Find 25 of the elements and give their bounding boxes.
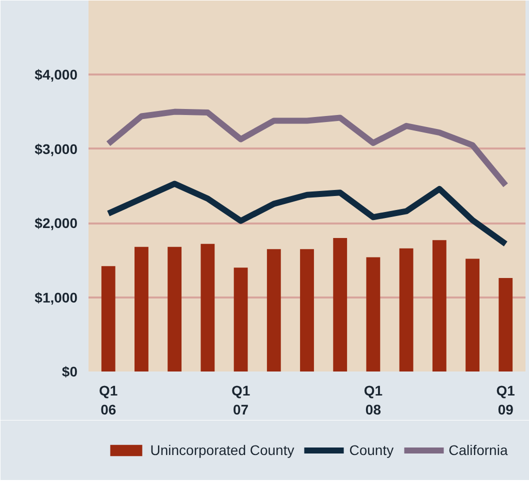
- bar: [101, 266, 116, 372]
- y-tick-label: $3,000: [34, 140, 78, 157]
- bar: [266, 249, 281, 372]
- x-tick-label: Q1 09: [496, 382, 516, 418]
- x-tick-label: Q1 07: [231, 382, 250, 418]
- y-tick-label: $2,000: [34, 215, 78, 232]
- legend-label: California: [448, 442, 508, 458]
- bar: [300, 249, 314, 372]
- bar: [134, 246, 148, 372]
- legend-label: Unincorporated County: [150, 442, 294, 458]
- x-tick-label: Q1 08: [364, 382, 383, 418]
- bar: [366, 257, 380, 372]
- bar: [466, 258, 480, 372]
- bar: [399, 248, 414, 372]
- bar: [168, 246, 182, 372]
- y-tick-label: $1,000: [34, 289, 78, 306]
- y-tick-label: $4,000: [34, 66, 78, 83]
- bar: [498, 278, 513, 372]
- bar: [432, 240, 446, 372]
- y-tick-label: $0: [62, 364, 78, 380]
- bar: [200, 244, 215, 372]
- bar: [234, 268, 248, 372]
- x-tick-label: Q1 06: [99, 382, 118, 418]
- bar: [333, 238, 348, 372]
- legend-label: County: [349, 442, 394, 458]
